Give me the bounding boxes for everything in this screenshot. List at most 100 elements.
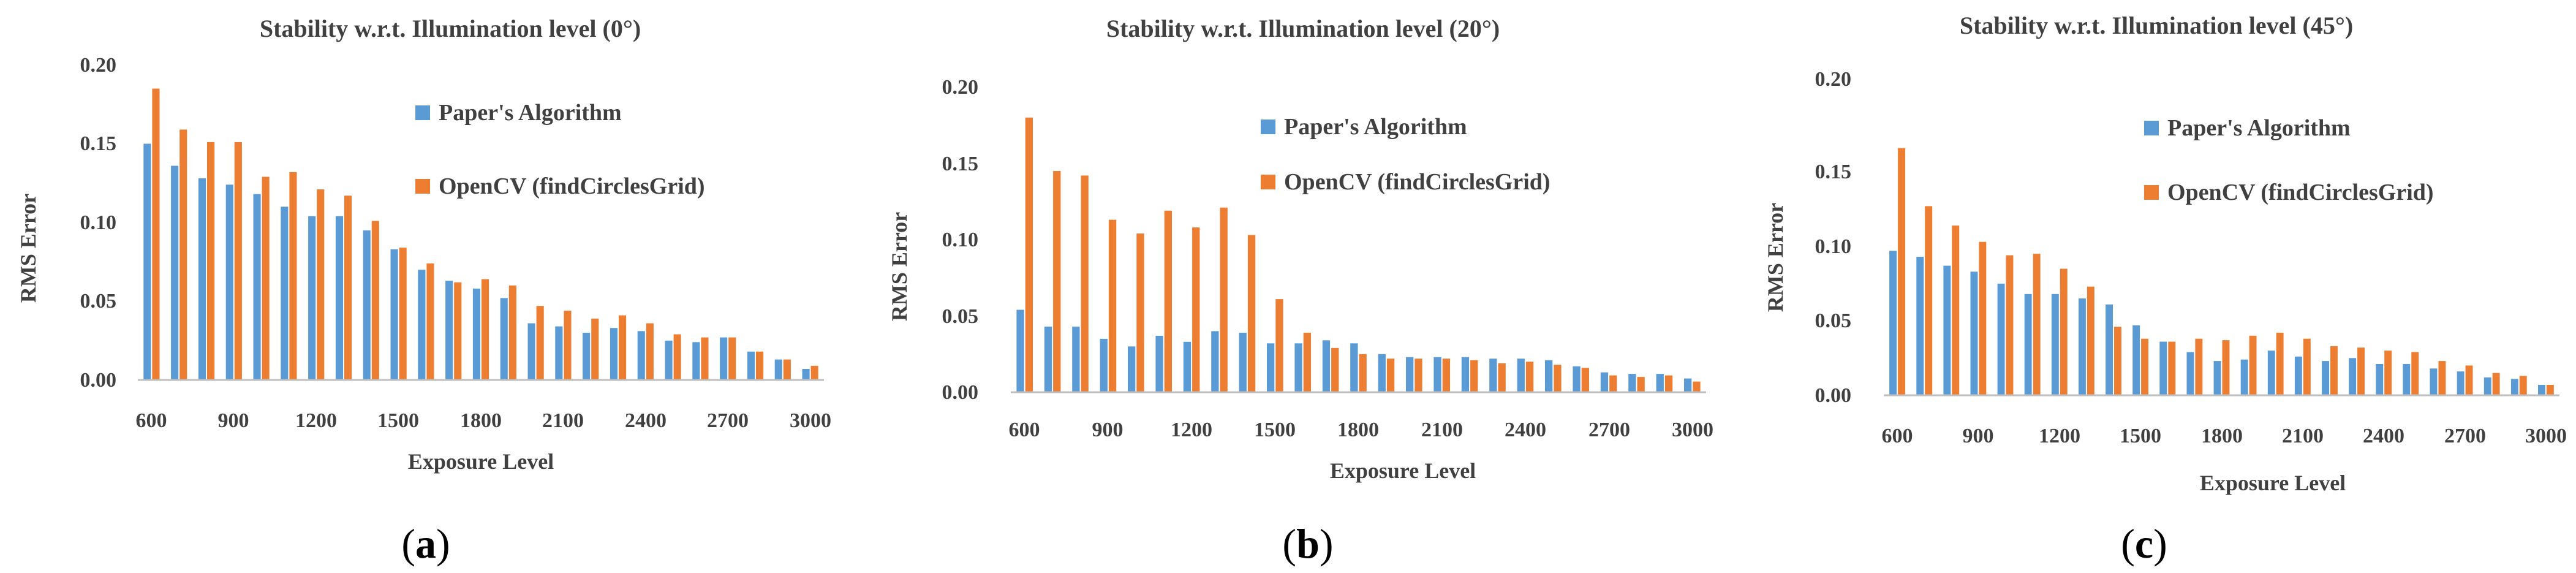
bar-opencv-1800: [482, 279, 489, 380]
bar-opencv-2700: [1609, 375, 1617, 392]
bar-paper-800: [198, 178, 206, 380]
bar-opencv-1900: [1386, 359, 1395, 392]
panel-caption: (b): [1282, 520, 1333, 567]
bar-opencv-1100: [289, 172, 297, 380]
bar-opencv-2000: [536, 306, 544, 380]
bar-opencv-2400: [2384, 351, 2392, 395]
bar-paper-1300: [335, 216, 343, 380]
bar-opencv-2300: [2357, 347, 2365, 395]
bar-opencv-2900: [2519, 376, 2527, 395]
bar-opencv-1700: [454, 282, 462, 380]
bar-opencv-2300: [1498, 363, 1506, 392]
y-tick-label: 0.20: [1815, 68, 1852, 91]
y-tick-label: 0.05: [1815, 309, 1852, 332]
bar-opencv-2000: [2276, 332, 2284, 395]
bar-opencv-2700: [728, 337, 736, 380]
legend-swatch-opencv: [1261, 175, 1275, 189]
bars: [143, 88, 818, 381]
bar-paper-2600: [692, 342, 700, 380]
bar-opencv-1400: [1247, 235, 1256, 392]
bar-opencv-1600: [1303, 332, 1311, 392]
bar-opencv-1100: [2033, 254, 2041, 395]
bar-opencv-1100: [1164, 210, 1172, 392]
bar-opencv-1200: [2060, 268, 2068, 395]
chart-title: Stability w.r.t. Illumination level (45°…: [1960, 12, 2353, 39]
x-tick-label: 900: [218, 409, 249, 432]
bar-paper-1000: [1128, 346, 1136, 392]
bar-paper-2400: [1517, 359, 1525, 392]
y-tick-label: 0.15: [80, 132, 117, 155]
bar-paper-2500: [665, 340, 673, 381]
bar-opencv-900: [1108, 219, 1117, 392]
bar-opencv-3000: [1693, 381, 1701, 392]
bar-paper-2100: [1433, 357, 1441, 392]
bar-opencv-1200: [1192, 227, 1200, 392]
x-tick-label: 600: [1882, 425, 1913, 447]
legend-label-paper: Paper's Algorithm: [2167, 115, 2351, 141]
legend-swatch-paper: [1261, 120, 1275, 134]
bar-paper-700: [1044, 326, 1052, 392]
bar-paper-2000: [527, 323, 535, 380]
bar-opencv-2800: [2492, 373, 2500, 395]
x-tick-label: 2100: [1421, 419, 1463, 441]
x-tick-label: 600: [1009, 419, 1040, 441]
bar-paper-2500: [1545, 360, 1553, 392]
bar-opencv-1000: [1136, 233, 1144, 392]
legend-swatch-opencv: [415, 179, 430, 194]
bar-opencv-1000: [2006, 255, 2014, 395]
bar-opencv-1300: [2087, 286, 2094, 395]
bar-opencv-2600: [2438, 361, 2446, 395]
x-tick-label: 1200: [1171, 419, 1212, 441]
x-tick-label: 1200: [2039, 425, 2080, 447]
bar-opencv-2100: [1442, 359, 1450, 392]
bar-opencv-1000: [262, 176, 270, 380]
bar-paper-1700: [445, 281, 453, 380]
bar-opencv-1200: [317, 189, 325, 380]
bar-paper-1900: [1378, 354, 1386, 393]
bar-paper-1500: [2132, 325, 2140, 395]
legend-label-paper: Paper's Algorithm: [1284, 114, 1467, 140]
bar-opencv-1700: [2195, 338, 2203, 395]
x-ticks: 600 900 1200 1500 1800 2100 2400 2700 30…: [136, 409, 832, 432]
y-tick-label: 0.10: [80, 211, 117, 234]
x-tick-label: 2400: [2363, 425, 2404, 447]
bar-opencv-2400: [646, 323, 654, 380]
bar-paper-1200: [1183, 341, 1192, 392]
y-tick-label: 0.20: [942, 76, 979, 99]
panel-caption: (c): [2121, 520, 2167, 567]
y-axis-label: RMS Error: [887, 212, 912, 321]
x-ticks: 600 900 1200 1500 1800 2100 2400 2700 30…: [1009, 419, 1714, 441]
legend: Paper's Algorithm OpenCV (findCirclesGri…: [1261, 114, 1551, 195]
bar-opencv-1900: [508, 285, 516, 380]
chart-title: Stability w.r.t. Illumination level (20°…: [1106, 15, 1500, 42]
bar-paper-2000: [1406, 357, 1414, 392]
x-tick-label: 600: [136, 409, 167, 432]
legend-label-opencv: OpenCV (findCirclesGrid): [2167, 180, 2434, 205]
bar-paper-1200: [2051, 294, 2059, 395]
bar-opencv-2000: [1415, 359, 1422, 392]
bar-paper-2300: [2349, 358, 2357, 396]
bar-paper-1100: [1155, 335, 1163, 392]
bar-paper-2100: [555, 326, 563, 380]
bar-opencv-2200: [2330, 346, 2338, 395]
y-tick-label: 0.05: [80, 290, 117, 313]
bar-opencv-700: [179, 129, 187, 380]
y-axis-label: RMS Error: [1763, 203, 1788, 312]
legend-label-paper: Paper's Algorithm: [439, 100, 622, 126]
bar-opencv-1400: [2114, 327, 2121, 395]
legend-swatch-paper: [415, 105, 430, 120]
chart-title: Stability w.r.t. Illumination level (0°): [260, 15, 641, 42]
legend: Paper's Algorithm OpenCV (findCirclesGri…: [2144, 115, 2434, 205]
x-axis-label: Exposure Level: [408, 449, 554, 474]
bar-paper-1800: [1350, 343, 1358, 392]
bar-opencv-1700: [1331, 347, 1339, 392]
bar-opencv-1800: [2222, 340, 2230, 395]
bar-opencv-600: [1025, 117, 1033, 393]
y-ticks: 0.00 0.05 0.10 0.15 0.20: [1815, 68, 1852, 407]
bar-paper-3000: [1684, 378, 1692, 392]
bar-opencv-1500: [2141, 338, 2148, 395]
bar-paper-1900: [2240, 359, 2248, 395]
y-tick-label: 0.00: [942, 381, 979, 404]
y-tick-label: 0.15: [1815, 161, 1852, 183]
bar-opencv-1500: [399, 248, 407, 380]
